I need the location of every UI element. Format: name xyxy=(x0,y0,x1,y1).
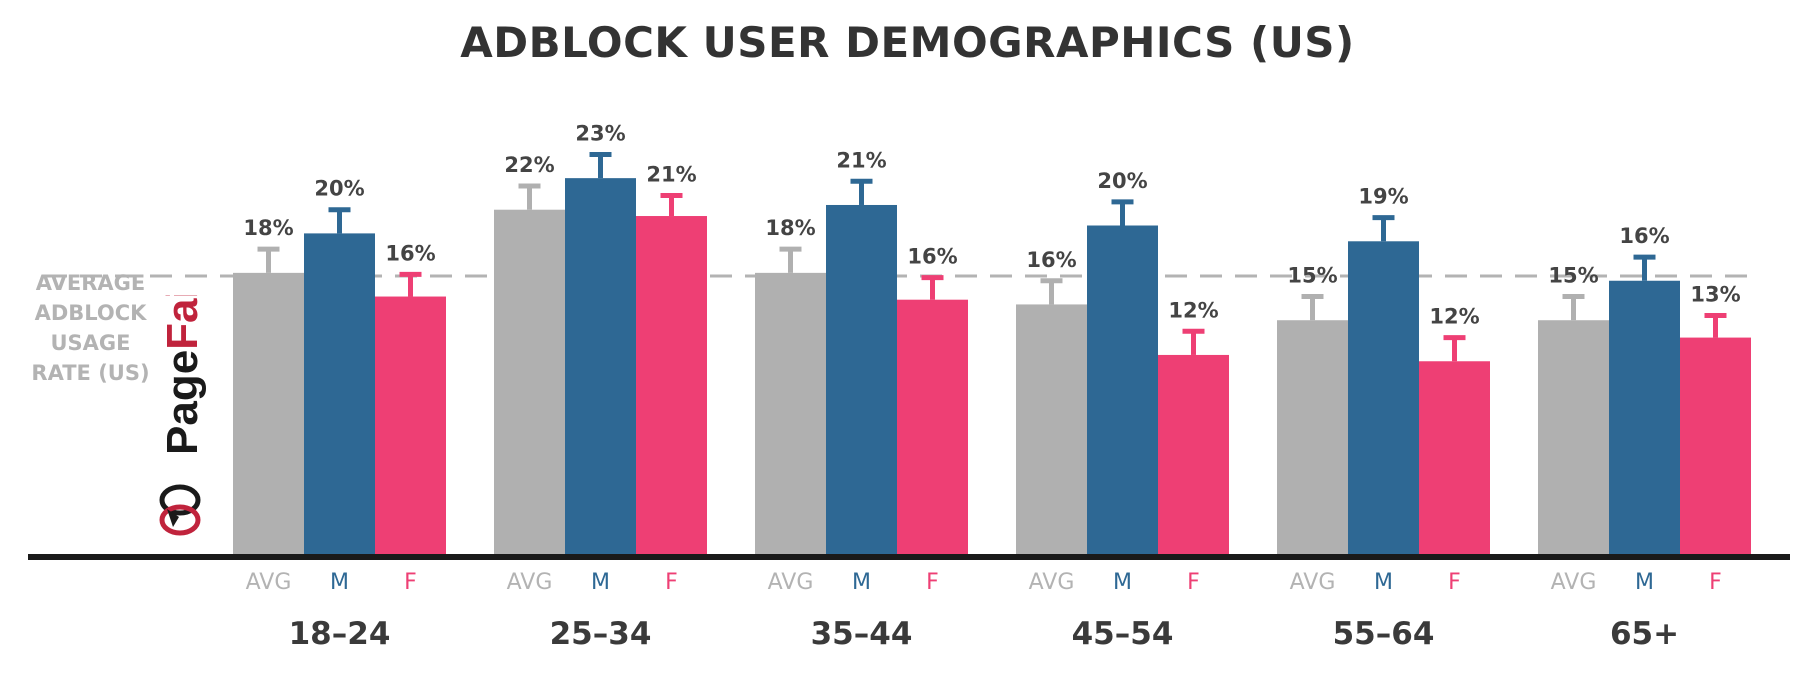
series-tick-label: AVG xyxy=(768,570,814,595)
data-label: 15% xyxy=(1548,264,1598,288)
data-label: 21% xyxy=(836,148,886,172)
series-tick-label: AVG xyxy=(246,570,292,595)
data-label: 22% xyxy=(504,153,554,177)
data-label: 16% xyxy=(385,241,435,265)
average-line-label-line: RATE (US) xyxy=(31,361,150,385)
series-tick-label: M xyxy=(1374,570,1393,595)
category-tick-label: 35–44 xyxy=(811,616,913,652)
bar xyxy=(1016,304,1087,557)
pagefair-logo: PageFair xyxy=(158,295,207,536)
bar xyxy=(375,296,446,557)
bar xyxy=(1538,320,1609,557)
data-label: 19% xyxy=(1358,185,1408,209)
category-tick-label: 55–64 xyxy=(1333,616,1435,652)
category-tick-label: 65+ xyxy=(1610,616,1679,652)
bar xyxy=(826,204,897,557)
series-tick-label: AVG xyxy=(507,570,553,595)
data-label: 21% xyxy=(646,163,696,187)
average-line-label-line: ADBLOCK xyxy=(34,301,147,325)
bar xyxy=(636,216,707,557)
series-tick-label: F xyxy=(665,570,678,595)
series-tick-label: M xyxy=(591,570,610,595)
bar xyxy=(755,272,826,557)
pagefair-logo-icon xyxy=(159,484,201,536)
bar xyxy=(304,233,375,557)
bar xyxy=(1087,225,1158,557)
series-tick-label: F xyxy=(1709,570,1722,595)
data-label: 12% xyxy=(1168,298,1218,322)
series-tick-label: F xyxy=(1448,570,1461,595)
bar xyxy=(233,272,304,557)
series-tick-label: AVG xyxy=(1551,570,1597,595)
data-label: 20% xyxy=(1097,169,1147,193)
data-label: 16% xyxy=(907,245,957,269)
bar xyxy=(494,209,565,557)
logo-text-fair: Fair xyxy=(158,295,207,350)
data-label: 15% xyxy=(1287,264,1337,288)
series-tick-label: M xyxy=(330,570,349,595)
svg-text:PageFair: PageFair xyxy=(158,295,207,455)
series-tick-label: F xyxy=(926,570,939,595)
series-tick-label: M xyxy=(852,570,871,595)
bar xyxy=(565,178,636,557)
series-tick-label: M xyxy=(1113,570,1132,595)
category-tick-label: 18–24 xyxy=(289,616,391,652)
data-label: 12% xyxy=(1429,305,1479,329)
category-tick-label: 45–54 xyxy=(1072,616,1174,652)
series-tick-label: AVG xyxy=(1290,570,1336,595)
category-tick-label: 25–34 xyxy=(550,616,652,652)
data-label: 16% xyxy=(1619,224,1669,248)
data-label: 23% xyxy=(575,121,625,145)
series-tick-label: F xyxy=(1187,570,1200,595)
bar xyxy=(1609,280,1680,557)
bar xyxy=(1680,337,1751,557)
chart-title: ADBLOCK USER DEMOGRAPHICS (US) xyxy=(460,18,1355,67)
data-label: 16% xyxy=(1026,248,1076,272)
data-label: 13% xyxy=(1690,282,1740,306)
bar xyxy=(1158,354,1229,557)
data-label: 18% xyxy=(765,216,815,240)
bar xyxy=(1277,320,1348,557)
logo-text-page: Page xyxy=(158,350,207,455)
series-tick-label: AVG xyxy=(1029,570,1075,595)
data-label: 20% xyxy=(314,177,364,201)
series-tick-label: M xyxy=(1635,570,1654,595)
series-tick-label: F xyxy=(404,570,417,595)
average-line-label-line: USAGE xyxy=(50,331,131,355)
data-label: 18% xyxy=(243,216,293,240)
bar xyxy=(897,299,968,557)
bar xyxy=(1419,361,1490,557)
bar xyxy=(1348,241,1419,558)
